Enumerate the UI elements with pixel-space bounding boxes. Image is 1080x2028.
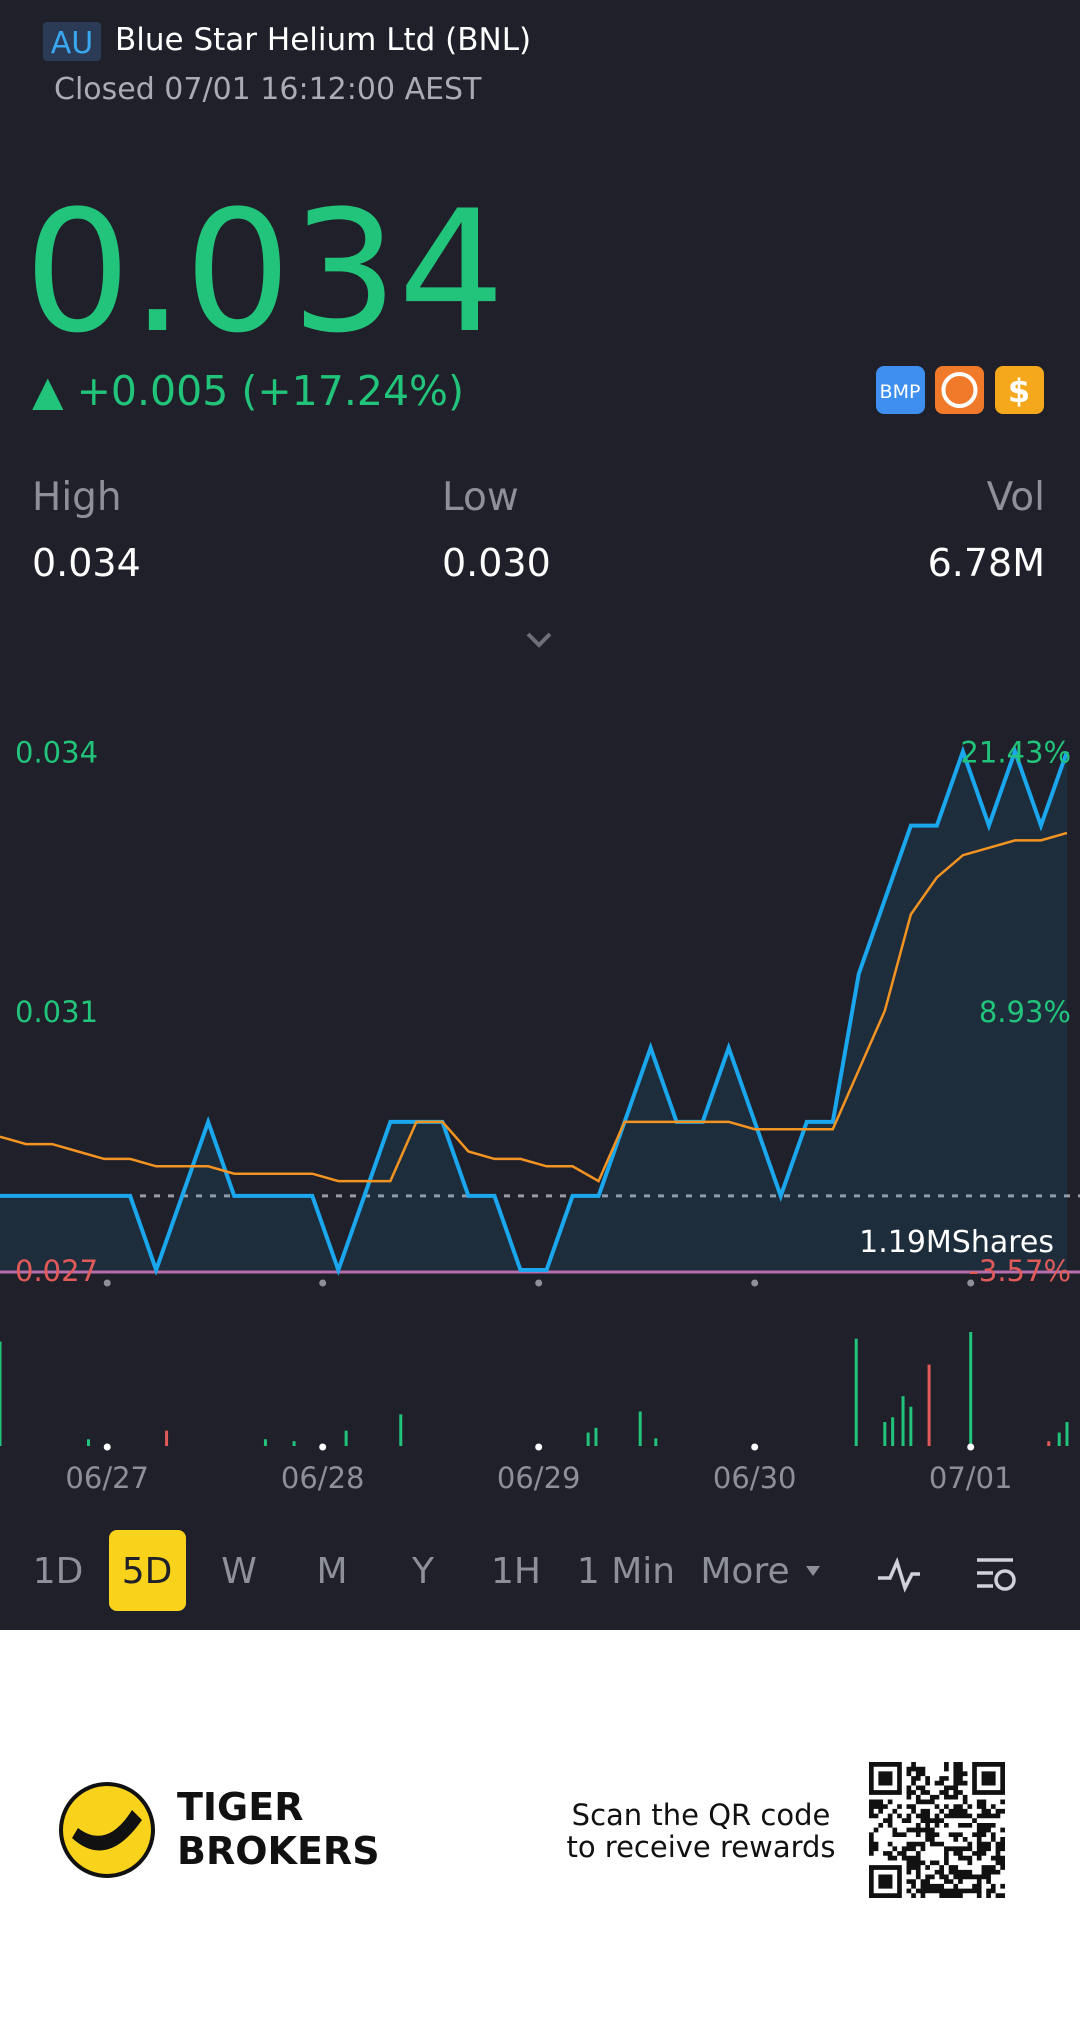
volume-bar <box>854 1338 858 1446</box>
stat-label: Low <box>442 475 519 520</box>
series-line <box>0 745 1069 1277</box>
settings-icon[interactable] <box>977 1558 1013 1588</box>
tab[interactable]: W <box>221 1551 257 1592</box>
brand-line-1: TIGER <box>177 1785 303 1829</box>
volume-bar <box>927 1364 931 1446</box>
stat-label: High <box>32 475 122 520</box>
volume-bar <box>883 1422 887 1446</box>
footer-panel <box>0 1630 1080 2028</box>
bmp-badge[interactable] <box>876 366 925 414</box>
cta-line-1: Scan the QR code <box>572 1798 831 1832</box>
title: Blue Star Helium Ltd (BNL) <box>115 22 531 58</box>
stat-value: 0.034 <box>32 541 141 585</box>
x-tick-label: 06/28 <box>281 1461 365 1495</box>
tab[interactable]: 1D <box>33 1551 84 1592</box>
volume-bar <box>969 1332 973 1446</box>
volume-bar <box>292 1441 296 1446</box>
chart-badge-icon <box>941 372 978 408</box>
tab[interactable]: Y <box>411 1551 435 1592</box>
stat-value: 0.030 <box>442 541 551 585</box>
dark-panel <box>0 0 1080 1630</box>
market-badge <box>43 22 101 61</box>
volume-bar <box>909 1406 913 1446</box>
x-grid-dot <box>319 1443 327 1451</box>
x-grid-dot <box>751 1443 759 1451</box>
settings-icon-gear[interactable] <box>994 1569 1016 1591</box>
tab[interactable]: 5D <box>122 1551 173 1592</box>
stat-value: 6.78M <box>928 541 1045 585</box>
volume-bar <box>638 1411 642 1446</box>
change: ▲ +0.005 (+17.24%) <box>32 367 464 415</box>
volume-bar <box>165 1430 169 1446</box>
volume-bar <box>586 1432 590 1446</box>
qr-modules <box>869 1762 1005 1898</box>
status: Closed 07/01 16:12:00 AEST <box>54 72 482 107</box>
more-caret[interactable] <box>806 1566 820 1576</box>
x-tick-label: 06/27 <box>65 1461 149 1495</box>
x-tick-label: 06/29 <box>497 1461 581 1495</box>
volume-label: 1.19MShares <box>859 1225 1054 1260</box>
volume-bar <box>399 1414 403 1446</box>
x-grid-dot <box>103 1279 111 1287</box>
y2-tick-label: 8.93% <box>979 995 1071 1029</box>
y-tick-label: 0.031 <box>15 995 98 1029</box>
volume-bar <box>1047 1441 1051 1446</box>
x-grid-dot <box>535 1279 543 1287</box>
tab[interactable]: More <box>700 1551 789 1592</box>
active-tab-bg <box>109 1530 186 1611</box>
volume-bar <box>901 1396 905 1446</box>
stat-label: Vol <box>987 475 1045 520</box>
volume-bar <box>594 1427 598 1446</box>
tab[interactable]: 1H <box>491 1551 541 1592</box>
qr-code <box>869 1762 1005 1898</box>
x-tick-label: 07/01 <box>929 1461 1013 1495</box>
brand-line-2: BROKERS <box>177 1829 380 1873</box>
cta-line-2: to receive rewards <box>566 1830 835 1864</box>
volume-bar <box>0 1341 2 1446</box>
x-grid-dot <box>535 1443 543 1451</box>
y-tick-label: 0.034 <box>15 736 98 770</box>
x-tick-label: 06/30 <box>713 1461 797 1495</box>
volume-bar <box>344 1430 348 1446</box>
tab[interactable]: M <box>316 1551 347 1592</box>
volume-bar <box>263 1439 267 1446</box>
volume-bar <box>1065 1422 1069 1446</box>
market: AU <box>51 26 93 61</box>
y2-tick-label: 21.43% <box>960 736 1071 770</box>
logo-stripes <box>72 1810 142 1851</box>
logo <box>59 1782 155 1878</box>
volume-bar <box>1057 1432 1061 1446</box>
expand-chevron[interactable] <box>526 632 552 648</box>
volume-bar <box>86 1439 90 1446</box>
price: 0.034 <box>24 174 505 370</box>
tab[interactable]: 1 Min <box>577 1551 675 1592</box>
x-grid-dot <box>103 1443 111 1451</box>
dollar-badge-text: $ <box>1008 372 1030 410</box>
indicator-icon[interactable] <box>878 1556 920 1593</box>
dollar-badge[interactable] <box>995 366 1044 414</box>
series-line <box>0 831 1068 1183</box>
x-grid-dot <box>751 1279 759 1287</box>
volume-bar <box>654 1438 658 1446</box>
bmp-badge-text: BMP <box>880 381 921 403</box>
y-tick-label: 0.027 <box>15 1254 98 1288</box>
x-grid-dot <box>319 1279 327 1287</box>
volume-bar <box>891 1417 895 1446</box>
x-grid-dot <box>967 1443 975 1451</box>
y2-tick-label: -3.57% <box>968 1254 1071 1288</box>
x-grid-dot <box>967 1279 975 1287</box>
